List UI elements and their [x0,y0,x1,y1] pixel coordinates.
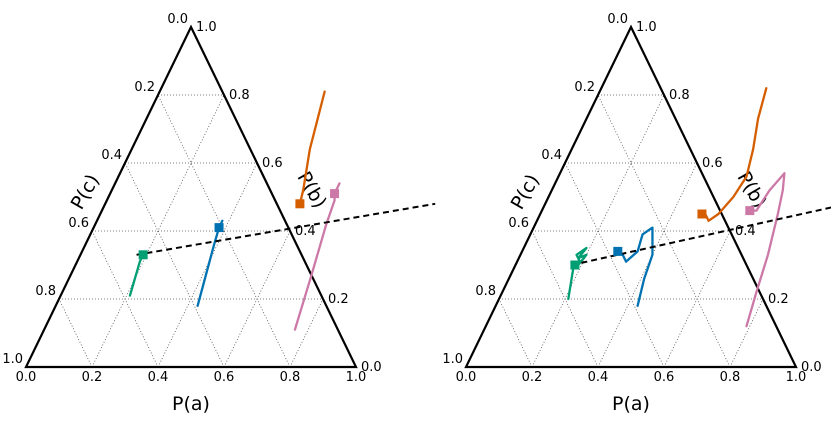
series-line-4 [745,172,786,328]
triangle-frame [464,24,798,369]
series-marker-1 [138,250,148,260]
tick-label-b: 0.4 [735,224,756,239]
tick-label-a: 0.0 [456,370,477,385]
tick-label-a: 0.8 [720,370,741,385]
series-line-2 [196,219,224,307]
dashed-line [571,206,831,266]
tick-label-a: 0.6 [214,370,235,385]
tick-label-c: 0.0 [607,12,628,27]
axis-label-c: P(c) [67,171,104,214]
tick-label-a: 0.6 [654,370,675,385]
tick-label-b: 0.6 [702,156,723,171]
tick-label-b: 0.0 [801,360,822,375]
grid [498,94,764,368]
tick-label-a: 0.0 [16,370,37,385]
ternary-panel-1: 0.00.00.00.20.20.20.40.40.40.60.60.60.80… [2,12,436,415]
grid [58,94,324,368]
tick-label-a: 0.4 [148,370,169,385]
tick-label-c: 0.6 [508,216,529,231]
grid-line [223,230,291,368]
tick-label-c: 0.8 [475,284,496,299]
grid-line [498,298,533,368]
tick-label-a: 0.2 [522,370,543,385]
series-group [128,90,341,331]
tick-label-a: 0.8 [280,370,301,385]
series-marker-1 [570,260,580,270]
tick-label-a: 1.0 [786,370,807,385]
series-line-1 [128,253,145,297]
tick-label-a: 0.4 [588,370,609,385]
tick-label-b: 0.2 [328,292,349,307]
series-marker-4 [745,206,755,216]
series-line-2 [616,226,654,307]
tick-label-a: 1.0 [346,370,367,385]
grid-line [58,298,93,368]
tick-label-c: 1.0 [2,352,23,367]
tick-label-c: 0.2 [574,80,595,95]
series-line-1 [567,246,588,301]
grid-line [289,298,324,368]
tick-label-c: 0.2 [134,80,155,95]
tick-label-b: 0.6 [262,156,283,171]
tick-label-b: 0.8 [669,88,690,103]
tick-label-b: 1.0 [196,20,217,35]
tick-label-c: 0.4 [101,148,122,163]
tick-label-b: 0.8 [229,88,250,103]
ternary-panel-2: 0.0 0.0 0.0 0.2 0.2 0.2 0.4 0.4 0.4 0.6 0.6 0.6 0.8 0… [442,12,831,415]
axis-label-a: P(a) [172,393,210,415]
tick-label-b: 1.0 [636,20,657,35]
grid-line [91,230,159,368]
series-marker-3 [295,199,305,209]
grid-line [597,162,698,368]
tick-labels: 0.00.00.00.20.20.20.40.40.40.60.60.60.80… [2,12,381,385]
grid-line [531,230,599,368]
tick-label-c: 0.4 [541,148,562,163]
axis-label-a: P(a) [612,393,650,415]
grid-line [663,230,731,368]
tick-label-b: 0.0 [361,360,382,375]
triangle-frame [24,24,358,369]
tick-label-c: 0.8 [35,284,56,299]
grid-line [729,298,764,368]
tick-labels: 0.0 0.0 0.0 0.2 0.2 0.2 0.4 0.4 0.4 0.6 0.6 0.6 0.8 0… [442,12,821,385]
dashed-line [136,202,436,256]
tick-label-b: 0.2 [768,292,789,307]
tick-label-c: 0.6 [68,216,89,231]
series-marker-4 [330,189,340,199]
tick-label-c: 1.0 [442,352,463,367]
series-line-3 [298,90,326,205]
series-marker-2 [613,246,623,256]
tick-label-c: 0.0 [167,12,188,27]
tick-label-a: 0.2 [82,370,103,385]
axis-label-c: P(c) [507,171,544,214]
series-marker-3 [697,209,707,219]
series-marker-2 [214,223,224,233]
